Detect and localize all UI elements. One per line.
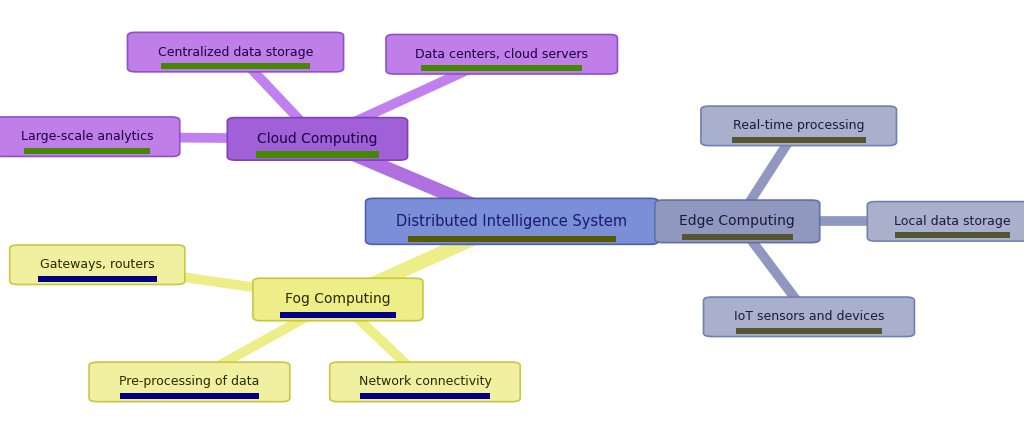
Bar xyxy=(359,393,490,399)
Text: Edge Computing: Edge Computing xyxy=(679,214,796,228)
Bar xyxy=(24,148,151,154)
Text: Data centers, cloud servers: Data centers, cloud servers xyxy=(416,48,588,61)
Text: Local data storage: Local data storage xyxy=(894,215,1011,228)
FancyBboxPatch shape xyxy=(366,198,658,244)
FancyBboxPatch shape xyxy=(700,106,897,146)
Bar xyxy=(161,63,310,69)
FancyBboxPatch shape xyxy=(655,200,819,243)
FancyBboxPatch shape xyxy=(227,118,408,160)
Text: Real-time processing: Real-time processing xyxy=(733,119,864,132)
Text: Cloud Computing: Cloud Computing xyxy=(257,132,378,146)
Bar xyxy=(38,276,157,282)
FancyBboxPatch shape xyxy=(127,33,344,72)
Text: Network connectivity: Network connectivity xyxy=(358,375,492,388)
FancyBboxPatch shape xyxy=(253,278,423,321)
Text: Gateways, routers: Gateways, routers xyxy=(40,258,155,271)
FancyBboxPatch shape xyxy=(330,362,520,402)
Bar xyxy=(421,65,583,71)
Text: Distributed Intelligence System: Distributed Intelligence System xyxy=(396,214,628,229)
FancyBboxPatch shape xyxy=(89,362,290,402)
Bar xyxy=(281,312,395,318)
Text: Fog Computing: Fog Computing xyxy=(285,293,391,306)
FancyBboxPatch shape xyxy=(10,245,184,285)
Text: IoT sensors and devices: IoT sensors and devices xyxy=(734,310,884,323)
Bar xyxy=(895,233,1010,239)
Bar xyxy=(731,137,866,143)
Text: Large-scale analytics: Large-scale analytics xyxy=(20,130,154,143)
FancyBboxPatch shape xyxy=(0,117,180,156)
Bar xyxy=(121,393,258,399)
Text: Pre-processing of data: Pre-processing of data xyxy=(119,375,260,388)
FancyBboxPatch shape xyxy=(703,297,914,337)
Text: Centralized data storage: Centralized data storage xyxy=(158,46,313,59)
FancyBboxPatch shape xyxy=(867,201,1024,241)
Bar xyxy=(682,234,793,240)
FancyBboxPatch shape xyxy=(386,35,617,74)
Bar xyxy=(409,236,615,242)
Bar xyxy=(256,151,379,158)
Bar xyxy=(736,328,882,334)
